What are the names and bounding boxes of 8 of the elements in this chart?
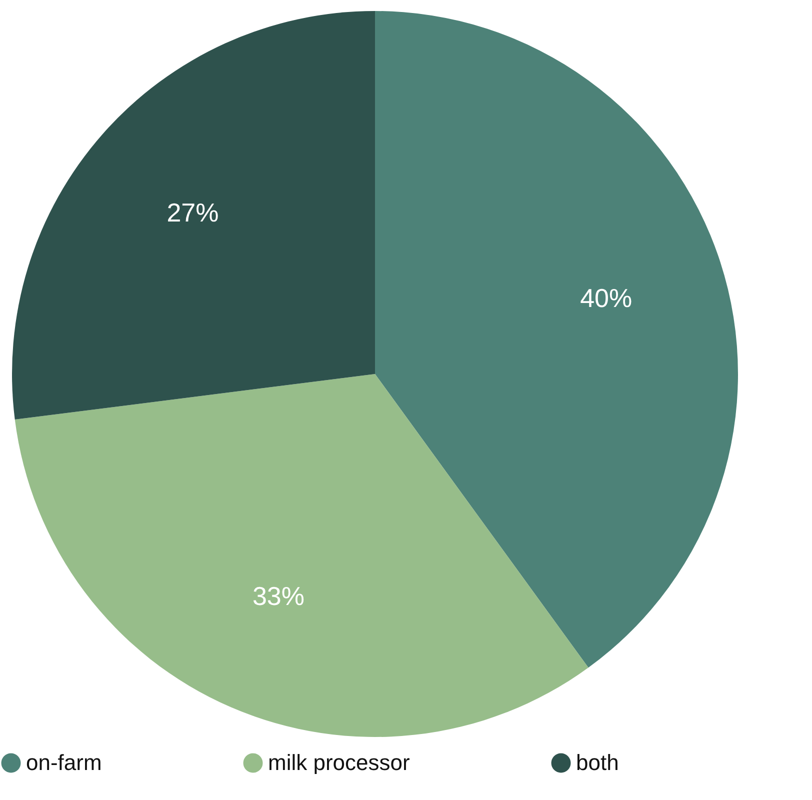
legend-label: on-farm: [26, 750, 102, 775]
pie-slice: [14, 374, 588, 737]
pie-slice: [375, 11, 738, 668]
legend-label: both: [576, 750, 619, 775]
pie-slice: [12, 11, 375, 420]
data-label: 33%: [252, 581, 305, 612]
data-label: 27%: [166, 197, 219, 228]
data-label: 40%: [580, 282, 632, 313]
